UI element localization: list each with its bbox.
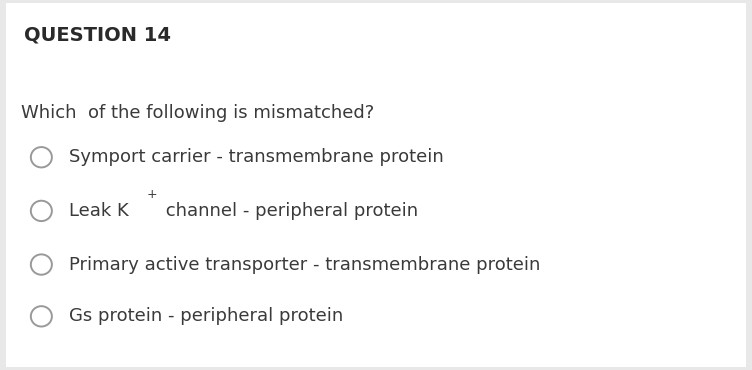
Ellipse shape [31, 255, 52, 275]
Text: Symport carrier - transmembrane protein: Symport carrier - transmembrane protein [69, 148, 444, 166]
Text: QUESTION 14: QUESTION 14 [24, 26, 171, 45]
Text: channel - peripheral protein: channel - peripheral protein [160, 202, 418, 220]
FancyBboxPatch shape [6, 3, 746, 367]
Ellipse shape [31, 201, 52, 221]
Text: Primary active transporter - transmembrane protein: Primary active transporter - transmembra… [69, 256, 541, 273]
Text: Which  of the following is mismatched?: Which of the following is mismatched? [21, 104, 374, 122]
Text: Leak K: Leak K [69, 202, 129, 220]
Text: Gs protein - peripheral protein: Gs protein - peripheral protein [69, 307, 344, 325]
Ellipse shape [31, 147, 52, 168]
Text: +: + [147, 188, 157, 201]
Ellipse shape [31, 306, 52, 327]
